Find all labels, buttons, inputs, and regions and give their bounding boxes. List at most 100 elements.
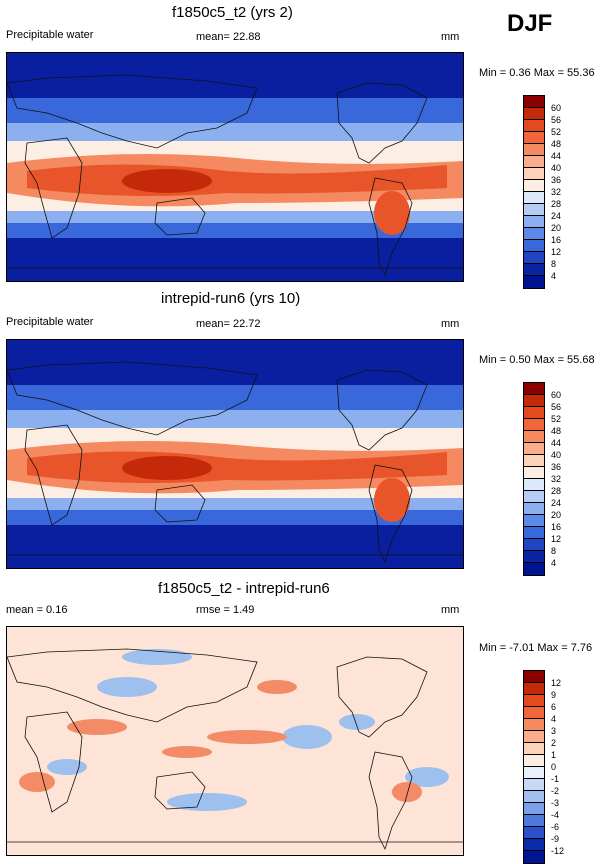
panel-2-map [6,339,464,569]
colorbar-swatch [524,252,544,264]
panel-2-title: intrepid-run6 (yrs 10) [161,290,301,307]
colorbar-tick-label: 20 [551,223,562,233]
colorbar-tick-label: 36 [551,175,562,185]
colorbar-tick-label: 36 [551,462,562,472]
field-negative-anomaly [167,793,247,811]
coastline [7,74,258,149]
field-warm-pool [122,456,212,480]
coastline [24,424,83,526]
colorbar-swatch [524,695,544,707]
field-positive-anomaly [162,746,212,758]
colorbar-swatch [524,228,544,240]
colorbar-swatch [524,156,544,168]
colorbar-swatch [524,216,544,228]
coastline [154,771,206,810]
colorbar-swatch [524,683,544,695]
colorbar-tick-label: -3 [551,798,560,808]
colorbar-swatch [524,755,544,767]
colorbar-swatch [524,240,544,252]
colorbar-swatch [524,551,544,563]
colorbar-tick-label: 12 [551,678,562,688]
coastline [368,464,413,564]
colorbar-swatch [524,839,544,851]
panel-1-mean: mean= 22.88 [196,31,261,43]
coastline [7,648,258,723]
field-positive-anomaly [19,772,55,792]
coastline [368,177,413,277]
colorbar-tick-label: 12 [551,534,562,544]
colorbar-tick-label: -4 [551,810,560,820]
panel-3-rmse: rmse = 1.49 [196,604,255,616]
colorbar-tick-label: 4 [551,558,557,568]
colorbar-swatch [524,144,544,156]
colorbar-tick-label: 60 [551,390,562,400]
colorbar-tick-label: 28 [551,199,562,209]
panel-3-units: mm [441,604,460,616]
field-negative-anomaly [47,759,87,775]
coastline [154,197,206,236]
colorbar-swatch [524,108,544,120]
colorbar-tick-label: -1 [551,774,560,784]
field-positive-anomaly [257,680,297,694]
field-negative-anomaly [282,725,332,749]
panel-2-colorbar [523,382,545,576]
colorbar-swatch [524,168,544,180]
panel-1-colorbar-labels: 60 56 52 48 44 40 36 32 28 24 20 16 12 8 4 [551,102,561,282]
colorbar-swatch [524,479,544,491]
colorbar-swatch [524,671,544,683]
colorbar-tick-label: 1 [551,750,557,760]
colorbar-tick-label: 48 [551,139,562,149]
field-negative-anomaly [97,677,157,697]
coastline [336,656,428,738]
panel-3-colorbar-labels: 12 9 6 4 3 2 1 0 -1 -2 -3 -4 -6 -9 -12 [551,677,564,857]
panel-3-mean: mean = 0.16 [6,604,68,616]
colorbar-tick-label: 60 [551,103,562,113]
field-negative-anomaly [339,714,375,730]
colorbar-swatch [524,527,544,539]
panel-1-variable: Precipitable water [6,29,94,41]
colorbar-tick-label: -2 [551,786,560,796]
panel-1-units: mm [441,31,460,43]
coastline [24,711,83,813]
colorbar-tick-label: 16 [551,522,562,532]
coastline [24,137,83,239]
panel-1-title: f1850c5_t2 (yrs 2) [172,4,293,21]
colorbar-swatch [524,719,544,731]
field-amazon [374,191,410,235]
colorbar-swatch [524,731,544,743]
colorbar-tick-label: 24 [551,498,562,508]
colorbar-swatch [524,779,544,791]
coastline [336,82,428,164]
colorbar-swatch [524,120,544,132]
colorbar-swatch [524,827,544,839]
colorbar-tick-label: 3 [551,726,557,736]
colorbar-swatch [524,815,544,827]
colorbar-swatch [524,264,544,276]
colorbar-tick-label: 52 [551,127,562,137]
colorbar-swatch [524,491,544,503]
panel-1-colorbar [523,95,545,289]
colorbar-swatch [524,803,544,815]
colorbar-tick-label: 32 [551,474,562,484]
colorbar-swatch [524,743,544,755]
colorbar-tick-label: 40 [551,450,562,460]
colorbar-tick-label: 4 [551,714,557,724]
colorbar-tick-label: -12 [551,846,565,856]
colorbar-swatch [524,467,544,479]
colorbar-tick-label: 52 [551,414,562,424]
colorbar-tick-label: -9 [551,834,560,844]
colorbar-swatch [524,395,544,407]
panel-2-mean: mean= 22.72 [196,318,261,330]
colorbar-swatch [524,407,544,419]
colorbar-swatch [524,515,544,527]
panel-2-units: mm [441,318,460,330]
field-positive-anomaly [207,730,287,744]
field-positive-anomaly [67,719,127,735]
colorbar-tick-label: 20 [551,510,562,520]
field-amazon [374,478,410,522]
colorbar-swatch [524,767,544,779]
colorbar-tick-label: 56 [551,402,562,412]
colorbar-swatch [524,851,544,863]
panel-3-minmax: Min = -7.01 Max = 7.76 [479,642,593,654]
coastline [7,361,258,436]
